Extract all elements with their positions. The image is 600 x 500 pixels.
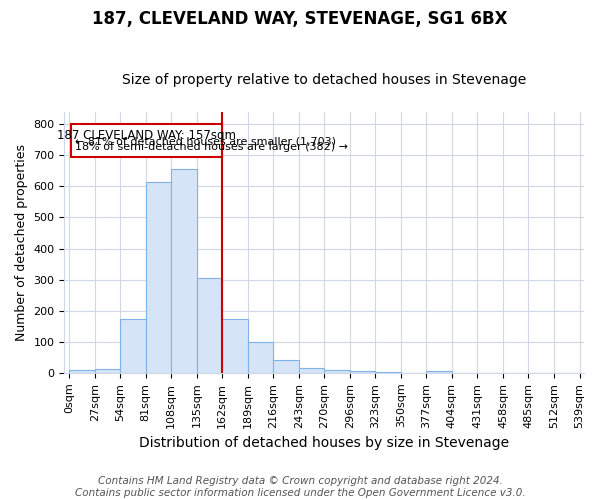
Bar <box>69 370 95 373</box>
Text: 18% of semi-detached houses are larger (382) →: 18% of semi-detached houses are larger (… <box>75 142 348 152</box>
Bar <box>146 182 171 373</box>
Bar <box>95 369 120 373</box>
Bar <box>273 360 299 373</box>
Text: Contains HM Land Registry data © Crown copyright and database right 2024.
Contai: Contains HM Land Registry data © Crown c… <box>74 476 526 498</box>
FancyBboxPatch shape <box>71 124 222 157</box>
Bar <box>299 368 325 373</box>
Text: ← 81% of detached houses are smaller (1,703): ← 81% of detached houses are smaller (1,… <box>75 136 336 146</box>
Bar <box>222 320 248 373</box>
Text: 187, CLEVELAND WAY, STEVENAGE, SG1 6BX: 187, CLEVELAND WAY, STEVENAGE, SG1 6BX <box>92 10 508 28</box>
X-axis label: Distribution of detached houses by size in Stevenage: Distribution of detached houses by size … <box>139 436 509 450</box>
Bar <box>171 170 197 373</box>
Bar <box>197 278 222 373</box>
Bar <box>350 372 376 373</box>
Bar <box>120 320 146 373</box>
Y-axis label: Number of detached properties: Number of detached properties <box>15 144 28 341</box>
Text: 187 CLEVELAND WAY: 157sqm: 187 CLEVELAND WAY: 157sqm <box>57 128 236 141</box>
Title: Size of property relative to detached houses in Stevenage: Size of property relative to detached ho… <box>122 73 526 87</box>
Bar <box>325 370 350 373</box>
Bar <box>248 342 273 373</box>
Bar <box>376 372 401 373</box>
Bar <box>427 371 452 373</box>
